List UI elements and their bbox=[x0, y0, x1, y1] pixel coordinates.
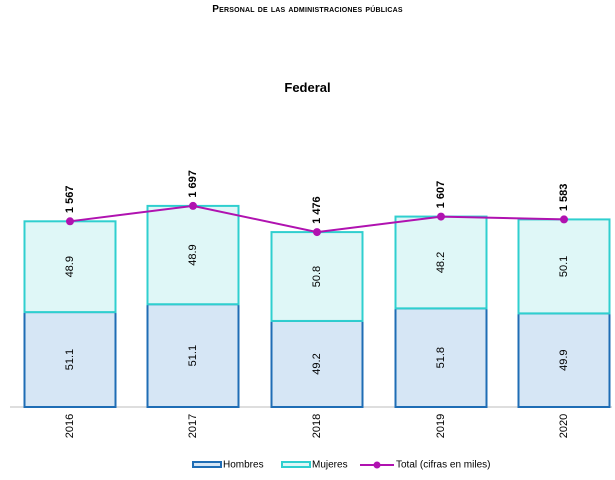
legend-total-label: Total (cifras en miles) bbox=[396, 460, 490, 471]
bar-value-label: 50.1 bbox=[558, 256, 570, 277]
total-point bbox=[560, 215, 568, 224]
bar-hombres-2017 bbox=[146, 303, 240, 409]
bar-mujeres-2018 bbox=[270, 231, 364, 322]
total-point bbox=[66, 217, 74, 226]
bar-mujeres-2019 bbox=[394, 215, 488, 310]
bar-value-label: 48.9 bbox=[187, 244, 199, 265]
legend-mujeres-swatch bbox=[281, 461, 311, 468]
bar-hombres-2016 bbox=[23, 311, 117, 409]
total-value-label: 1 567 bbox=[64, 186, 76, 214]
bar-value-label: 48.2 bbox=[435, 252, 447, 273]
x-tick-label: 2016 bbox=[64, 414, 76, 438]
bar-value-label: 49.9 bbox=[558, 349, 570, 370]
total-value-label: 1 583 bbox=[558, 184, 570, 212]
bar-value-label: 48.9 bbox=[64, 256, 76, 277]
x-tick-label: 2017 bbox=[187, 414, 199, 438]
total-point bbox=[189, 201, 197, 210]
legend-total-marker bbox=[373, 461, 381, 469]
bar-hombres-2019 bbox=[394, 307, 488, 408]
legend-mujeres-label: Mujeres bbox=[312, 460, 348, 471]
bar-hombres-2020 bbox=[517, 312, 611, 408]
total-value-label: 1 697 bbox=[187, 170, 199, 198]
total-value-label: 1 607 bbox=[435, 181, 447, 209]
bar-value-label: 51.8 bbox=[435, 347, 447, 368]
total-point bbox=[313, 228, 321, 237]
x-tick-label: 2019 bbox=[435, 414, 447, 438]
legend-hombres-label: Hombres bbox=[223, 460, 264, 471]
total-value-label: 1 476 bbox=[311, 196, 323, 224]
bar-mujeres-2017 bbox=[146, 204, 240, 306]
bar-value-label: 51.1 bbox=[187, 345, 199, 366]
bar-value-label: 50.8 bbox=[311, 266, 323, 287]
bar-value-label: 51.1 bbox=[64, 349, 76, 370]
chart-subtitle: Federal bbox=[284, 80, 331, 95]
bar-value-label: 49.2 bbox=[311, 353, 323, 374]
x-tick-label: 2020 bbox=[558, 414, 570, 438]
x-tick-label: 2018 bbox=[311, 414, 323, 438]
chart-title: Personal de las administraciones pública… bbox=[212, 4, 403, 15]
legend-hombres-swatch bbox=[192, 461, 222, 468]
bar-hombres-2018 bbox=[270, 319, 364, 409]
total-point bbox=[437, 212, 445, 221]
